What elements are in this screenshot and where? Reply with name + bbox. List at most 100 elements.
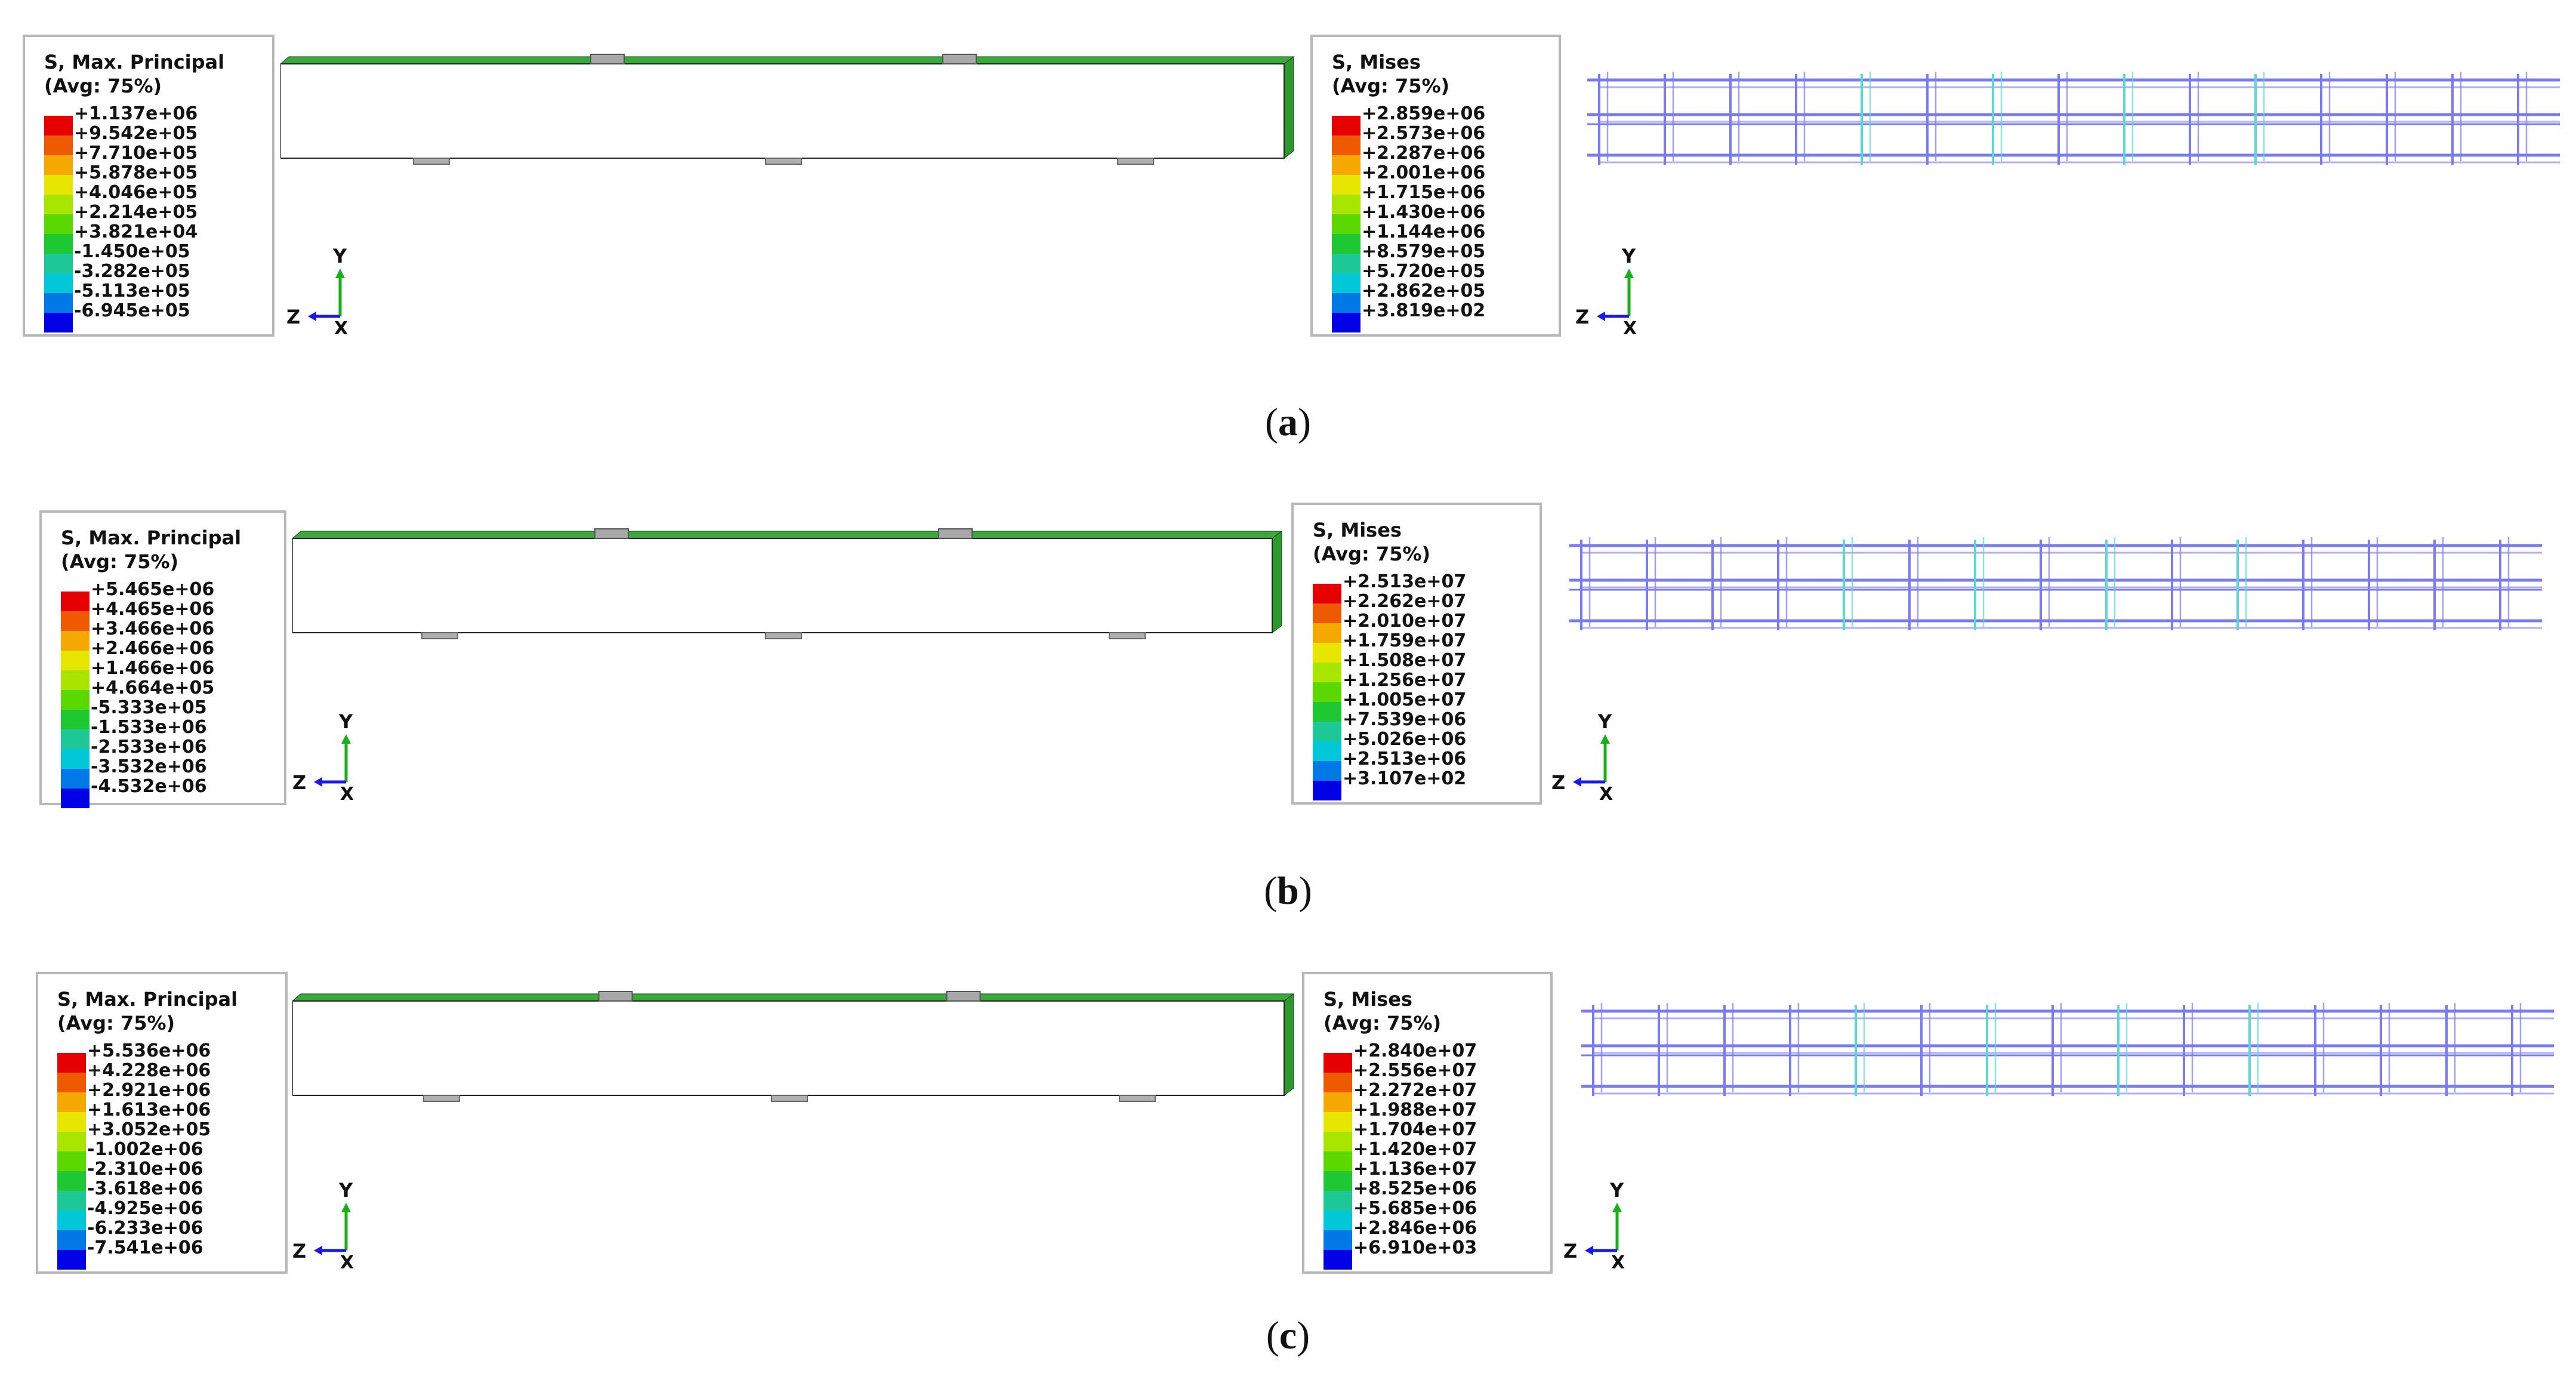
scale-label: +7.710e+05 [74, 143, 198, 164]
scale-swatch [1313, 722, 1341, 741]
scale-swatch [61, 749, 90, 769]
scale-labels: +1.137e+06 +9.542e+05 +7.710e+05 +5.878e… [74, 104, 198, 321]
principal-legend: S, Max. Principal (Avg: 75%) +5.465e+06 … [39, 510, 286, 808]
scale-label: +3.821e+04 [74, 221, 198, 242]
scale-swatch [57, 1230, 86, 1250]
scale-swatch [1313, 761, 1341, 781]
scale-label: +1.144e+06 [1362, 221, 1486, 242]
rebar-cage [1581, 1003, 2554, 1096]
scale-label: -3.282e+05 [74, 261, 190, 282]
svg-text:Y: Y [332, 245, 347, 267]
legend-subtitle: (Avg: 75%) [1313, 543, 1431, 565]
scale-swatch [57, 1211, 86, 1230]
svg-text:Y: Y [338, 1179, 353, 1202]
scale-swatch [57, 1112, 86, 1132]
scale-swatch [1313, 781, 1341, 800]
scale-swatch [57, 1073, 86, 1092]
scale-label: +5.536e+06 [87, 1040, 211, 1061]
scale-label: +4.465e+06 [91, 599, 215, 620]
legend-title: S, Max. Principal [44, 51, 225, 73]
scale-label: +9.542e+05 [74, 123, 198, 144]
color-scale [1332, 116, 1361, 332]
scale-label: -1.002e+06 [87, 1139, 203, 1160]
scale-swatch [61, 651, 90, 670]
scale-swatch [1313, 643, 1341, 663]
scale-labels: +2.840e+07 +2.556e+07 +2.272e+07 +1.988e… [1353, 1041, 1477, 1258]
scale-swatch [1332, 214, 1361, 234]
concrete-beam-contour [292, 528, 1283, 639]
scale-label: -5.333e+05 [91, 697, 207, 718]
scale-label: +2.862e+05 [1362, 281, 1486, 301]
scale-label: +3.107e+02 [1343, 768, 1467, 789]
scale-swatch [1324, 1171, 1352, 1191]
scale-label: +8.525e+06 [1353, 1178, 1477, 1199]
scale-swatch [1332, 313, 1361, 332]
scale-label: +4.046e+05 [74, 182, 198, 203]
scale-label: +2.287e+06 [1362, 143, 1486, 164]
scale-swatch [61, 769, 90, 789]
scale-label: -4.925e+06 [87, 1198, 203, 1219]
scale-swatch [1324, 1132, 1352, 1151]
color-scale [57, 1053, 86, 1270]
legend-title: S, Mises [1332, 51, 1421, 73]
scale-labels: +2.513e+07 +2.262e+07 +2.010e+07 +1.759e… [1343, 572, 1466, 789]
svg-text:X: X [340, 1252, 354, 1273]
scale-swatch [57, 1151, 86, 1171]
scale-swatch [1332, 234, 1361, 254]
scale-swatch [1313, 682, 1341, 702]
scale-swatch [57, 1250, 86, 1270]
scale-label: +1.704e+07 [1353, 1119, 1477, 1140]
svg-text:X: X [1599, 784, 1613, 805]
scale-swatch [44, 135, 73, 155]
principal-legend: S, Max. Principal (Avg: 75%) +5.536e+06 … [36, 972, 288, 1274]
scale-label: +2.921e+06 [87, 1080, 211, 1101]
scale-label: -2.533e+06 [91, 737, 207, 757]
scale-swatch [61, 631, 90, 651]
scale-swatch [44, 313, 73, 332]
scale-swatch [61, 789, 90, 808]
scale-label: -6.233e+06 [87, 1218, 203, 1239]
scale-swatch [61, 592, 90, 611]
scale-label: +1.256e+07 [1343, 670, 1467, 691]
scale-label: +2.846e+06 [1353, 1218, 1477, 1239]
svg-text:Y: Y [1621, 245, 1636, 267]
scale-label: +7.539e+06 [1343, 709, 1467, 730]
rebar-cage [1569, 537, 2542, 630]
scale-labels: +5.536e+06 +4.228e+06 +2.921e+06 +1.613e… [87, 1041, 211, 1258]
color-scale [1324, 1053, 1352, 1270]
scale-swatch [61, 670, 90, 690]
legend-title: S, Max. Principal [57, 988, 238, 1011]
scale-swatch [44, 214, 73, 234]
mises-legend: S, Mises (Avg: 75%) +2.840e+07 +2.556e+0… [1302, 972, 1553, 1274]
color-scale [1313, 584, 1341, 800]
color-scale [61, 592, 90, 808]
scale-label: +1.715e+06 [1362, 182, 1486, 203]
scale-label: -1.533e+06 [91, 717, 207, 738]
svg-text:Z: Z [292, 1240, 306, 1262]
scale-label: +8.579e+05 [1362, 241, 1486, 262]
svg-text:X: X [340, 784, 354, 805]
scale-label: +5.685e+06 [1353, 1198, 1477, 1219]
scale-swatch [44, 293, 73, 313]
scale-label: +1.613e+06 [87, 1100, 211, 1120]
scale-label: -4.532e+06 [91, 776, 207, 797]
legend-subtitle: (Avg: 75%) [44, 75, 162, 97]
scale-swatch [1313, 702, 1341, 722]
panel-caption: (c) [1266, 1314, 1310, 1357]
scale-label: +3.052e+05 [87, 1119, 211, 1140]
scale-label: +1.136e+07 [1353, 1159, 1477, 1179]
scale-labels: +2.859e+06 +2.573e+06 +2.287e+06 +2.001e… [1362, 104, 1485, 321]
scale-label: -3.618e+06 [87, 1178, 203, 1199]
scale-label: +4.664e+05 [91, 677, 215, 698]
scale-swatch [44, 116, 73, 135]
scale-swatch [1324, 1092, 1352, 1112]
concrete-beam-contour [292, 991, 1295, 1102]
scale-swatch [1332, 195, 1361, 214]
scale-swatch [1313, 584, 1341, 603]
scale-swatch [44, 155, 73, 175]
scale-label: +1.508e+07 [1343, 650, 1467, 671]
legend-subtitle: (Avg: 75%) [1332, 75, 1450, 97]
scale-label: +1.759e+07 [1343, 630, 1467, 651]
color-scale [44, 116, 73, 332]
scale-label: +2.214e+05 [74, 202, 198, 223]
